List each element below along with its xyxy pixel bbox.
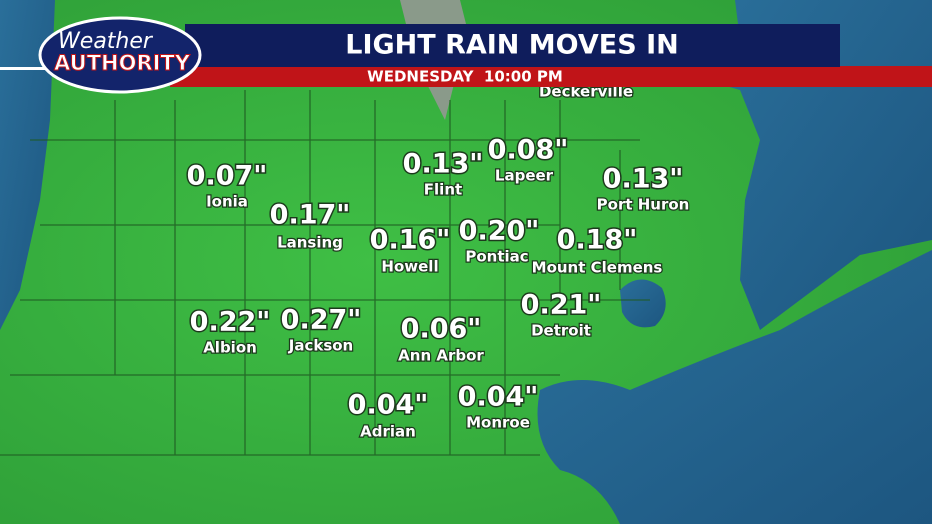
city-name: Ann Arbor — [398, 347, 484, 365]
lake-erie — [537, 250, 932, 524]
rain-amount: 0.06" — [401, 314, 482, 345]
rain-amount: 0.17" — [270, 200, 351, 231]
lake-michigan — [0, 0, 55, 330]
rain-amount: 0.13" — [403, 149, 484, 180]
subtitle: WEDNESDAY 10:00 PM — [367, 68, 563, 86]
subtitle-bar — [170, 66, 932, 87]
title-bar — [185, 24, 840, 67]
county-lines — [0, 90, 650, 456]
city-name: Albion — [203, 339, 257, 357]
city-name: Lapeer — [495, 167, 554, 185]
accent-line — [0, 67, 60, 70]
city-name: Howell — [381, 258, 438, 276]
rain-amount: 0.13" — [603, 164, 684, 195]
lake-st-clair — [620, 279, 666, 328]
logo — [38, 16, 202, 94]
logo-text: Weather — [58, 29, 154, 54]
rain-amount: 0.20" — [459, 216, 540, 247]
rain-amount: 0.04" — [348, 390, 429, 421]
city-name: Jackson — [288, 337, 353, 355]
logo-text: AUTHORITY — [54, 51, 191, 75]
rain-amount: 0.22" — [190, 307, 271, 338]
rain-amount: 0.27" — [281, 305, 362, 336]
rainfall-labels: 0.07"Ionia 0.17"Lansing0.13"Flint0.08"Lap… — [185, 133, 690, 442]
city-name: Pontiac — [465, 248, 528, 266]
city-name: Detroit — [531, 322, 591, 340]
city-name: Lansing — [277, 234, 343, 252]
city-name: Mount Clemens — [532, 259, 663, 277]
rain-amount: 0.16" — [370, 225, 451, 256]
rain-amount: 0.07" — [187, 161, 268, 192]
city-name: Ionia — [206, 193, 248, 211]
city-name: Monroe — [466, 414, 530, 432]
rain-amount: 0.21" — [521, 290, 602, 321]
city-name: Flint — [424, 181, 462, 199]
city-name: Port Huron — [597, 196, 690, 214]
rain-amount: 0.04" — [458, 382, 539, 413]
rain-amount: 0.18" — [557, 225, 638, 256]
title: LIGHT RAIN MOVES IN — [345, 30, 678, 61]
city-name: Adrian — [360, 423, 416, 441]
rain-amount: 0.08" — [488, 135, 569, 166]
